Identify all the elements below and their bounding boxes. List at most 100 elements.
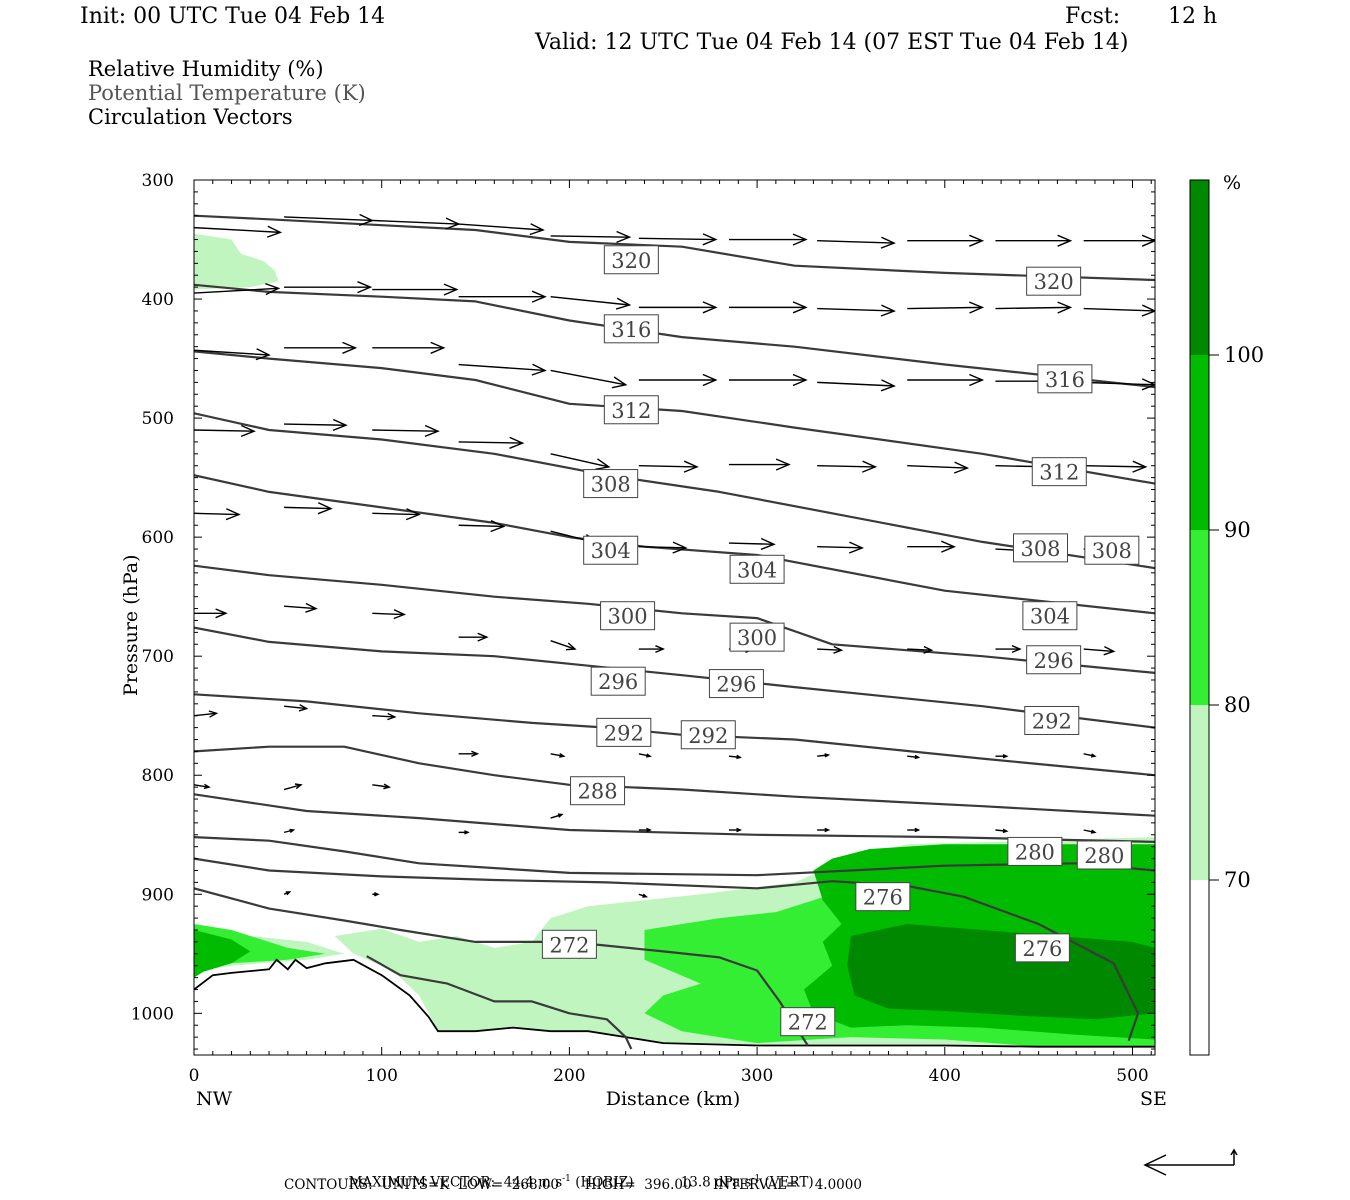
circulation-vector xyxy=(728,233,808,246)
circulation-vector xyxy=(458,519,506,533)
contour-label-box xyxy=(680,720,736,750)
contour-label-text: 320 xyxy=(611,249,651,273)
vector-head xyxy=(240,424,256,438)
vector-head xyxy=(317,502,333,515)
endpoint-nw: NW xyxy=(196,1088,233,1110)
colorbar-segment xyxy=(1190,530,1209,705)
vector-shaft xyxy=(194,349,270,356)
contour-label-box xyxy=(729,554,785,584)
vector-head xyxy=(880,379,896,392)
circulation-vector xyxy=(372,341,446,354)
theta-contour-284 xyxy=(194,793,1155,843)
vector-head xyxy=(616,230,632,244)
contour-label-text: 280 xyxy=(1015,840,1055,864)
contour-label-text: 316 xyxy=(611,318,651,342)
vector-shaft xyxy=(817,307,895,312)
contour-labels: 320 320 316 316 312 312 308 308 308 304 304 304 300 3… xyxy=(541,245,1140,1037)
contour-label-272: 272 xyxy=(541,929,597,959)
vector-head xyxy=(824,753,831,758)
vector-shaft xyxy=(372,219,459,225)
vector-shaft xyxy=(1083,307,1155,312)
circulation-vector xyxy=(907,373,985,387)
vector-shaft xyxy=(907,648,932,651)
vector-head xyxy=(383,783,391,790)
contour-label-312: 312 xyxy=(1031,457,1087,487)
circulation-vector xyxy=(907,754,921,760)
contour-label-320: 320 xyxy=(603,245,659,275)
colorbar-segment xyxy=(1190,180,1209,355)
theta-contour-268 xyxy=(366,955,633,1050)
contour-label-296: 296 xyxy=(1026,645,1082,675)
y-tick-label: 400 xyxy=(142,290,174,310)
vector-head xyxy=(775,458,791,471)
contour-label-box xyxy=(590,666,646,696)
terrain-line xyxy=(194,958,1155,1048)
theta-contour-308 xyxy=(194,412,1155,570)
x-tick-label: 500 xyxy=(1116,1066,1148,1086)
circulation-vector xyxy=(1083,460,1148,473)
rh-region-70 xyxy=(194,233,279,290)
contour-label-text: 312 xyxy=(1039,461,1079,485)
colorbar-segment xyxy=(1190,705,1209,880)
vector-shaft xyxy=(817,465,876,468)
contour-label-box xyxy=(1013,533,1069,563)
contour-label-box xyxy=(541,929,597,959)
circulation-vector xyxy=(284,281,373,294)
vector-head xyxy=(203,783,211,790)
circulation-vector xyxy=(907,827,921,833)
colorbar-segment xyxy=(1190,880,1209,1055)
vector-shaft xyxy=(550,813,563,819)
circulation-vector xyxy=(283,783,303,791)
contour-label-text: 304 xyxy=(591,539,631,563)
colorbar-label: 100 xyxy=(1224,343,1264,367)
vector-head xyxy=(953,461,970,474)
vector-shaft xyxy=(817,648,842,651)
contour-label-box xyxy=(1031,457,1087,487)
terrain-surface xyxy=(194,958,1155,1055)
circulation-vector xyxy=(458,223,545,236)
vector-shaft xyxy=(1083,381,1155,386)
vector-shaft xyxy=(284,506,332,510)
vector-head xyxy=(1090,753,1097,758)
circulation-vector xyxy=(283,891,292,896)
theta-contour-320 xyxy=(194,214,1155,282)
contour-label-292: 292 xyxy=(680,720,736,750)
circulation-vector xyxy=(550,753,566,758)
vector-head xyxy=(824,827,831,833)
circulation-vector xyxy=(458,436,525,449)
vector-head xyxy=(792,301,808,314)
contour-label-text: 312 xyxy=(611,399,651,423)
circulation-vector xyxy=(817,236,896,249)
circulation-vector xyxy=(550,813,564,819)
x-tick-label: 400 xyxy=(929,1066,961,1086)
vector-head xyxy=(969,234,985,247)
contour-label-304: 304 xyxy=(1022,601,1078,631)
circulation-vector xyxy=(638,893,649,898)
circulation-vector xyxy=(907,301,985,314)
contour-label-box xyxy=(1007,836,1063,866)
vector-head xyxy=(914,827,921,833)
vector-head xyxy=(357,281,373,294)
circulation-vector xyxy=(284,418,348,432)
vector-shaft xyxy=(907,465,968,469)
circulation-vector xyxy=(283,828,296,834)
contour-label-box xyxy=(855,882,911,912)
circulation-vector xyxy=(372,508,421,521)
vector-head xyxy=(342,341,358,354)
vector-shaft xyxy=(284,605,317,610)
contour-label-316: 316 xyxy=(603,314,659,344)
vector-head xyxy=(655,645,665,654)
vector-head xyxy=(646,827,652,833)
vector-head xyxy=(374,892,380,897)
vert-vector-label: (VERT) xyxy=(764,1174,814,1191)
plot-frame xyxy=(193,179,1156,1056)
circulation-vector xyxy=(638,373,718,387)
vector-head xyxy=(358,213,375,227)
circulation-vector xyxy=(372,283,459,296)
vector-head xyxy=(672,541,688,554)
vector-head xyxy=(471,750,480,758)
circulation-vector xyxy=(817,645,844,654)
vector-head xyxy=(683,460,699,473)
circulation-vector xyxy=(372,783,391,790)
y-tick-label: 600 xyxy=(142,528,174,548)
